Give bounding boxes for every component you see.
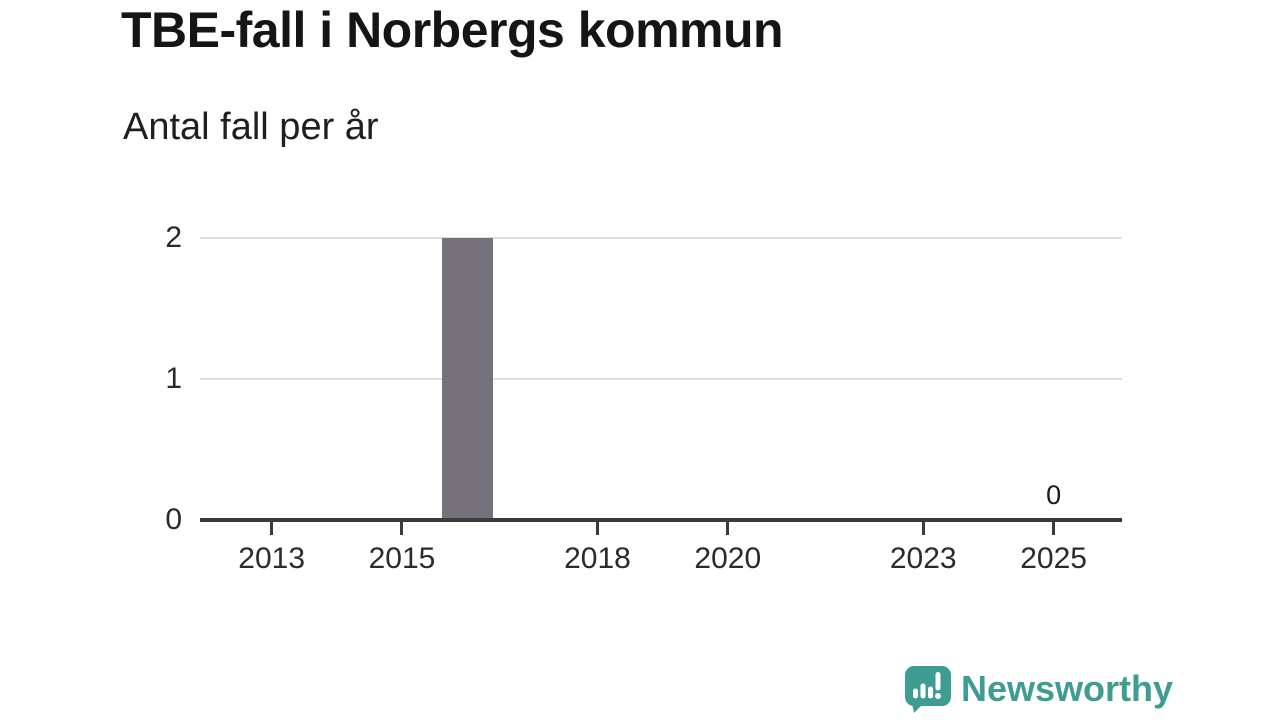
y-tick-label-0: 0	[165, 503, 182, 536]
newsworthy-logo-text: Newsworthy	[961, 668, 1174, 709]
newsworthy-logo: Newsworthy	[904, 664, 1173, 714]
x-tick-label-2013: 2013	[238, 542, 306, 575]
x-axis-line	[200, 518, 1122, 522]
bar-2016	[441, 238, 493, 520]
y-tick-label-1: 1	[165, 362, 182, 395]
gridline-y-1	[200, 378, 1122, 380]
x-tick-2023	[921, 522, 925, 535]
x-tick-label-2018: 2018	[564, 542, 631, 575]
gridline-y-2	[200, 237, 1122, 239]
x-tick-2015	[400, 522, 404, 535]
x-tick-2013	[270, 522, 274, 535]
chart-subtitle: Antal fall per år	[123, 106, 379, 148]
x-tick-2020	[726, 522, 730, 535]
x-tick-label-2015: 2015	[368, 542, 436, 575]
y-tick-label-2: 2	[165, 221, 182, 254]
chart-title: TBE-fall i Norbergs kommun	[121, 2, 784, 58]
x-tick-2025	[1052, 522, 1056, 535]
newsworthy-bar-chart-bubble-icon	[905, 666, 951, 713]
x-tick-2018	[595, 522, 599, 535]
value-label-2025: 0	[1046, 480, 1062, 510]
x-tick-label-2025: 2025	[1020, 542, 1087, 575]
x-tick-label-2023: 2023	[889, 542, 957, 575]
x-tick-label-2020: 2020	[694, 542, 762, 575]
